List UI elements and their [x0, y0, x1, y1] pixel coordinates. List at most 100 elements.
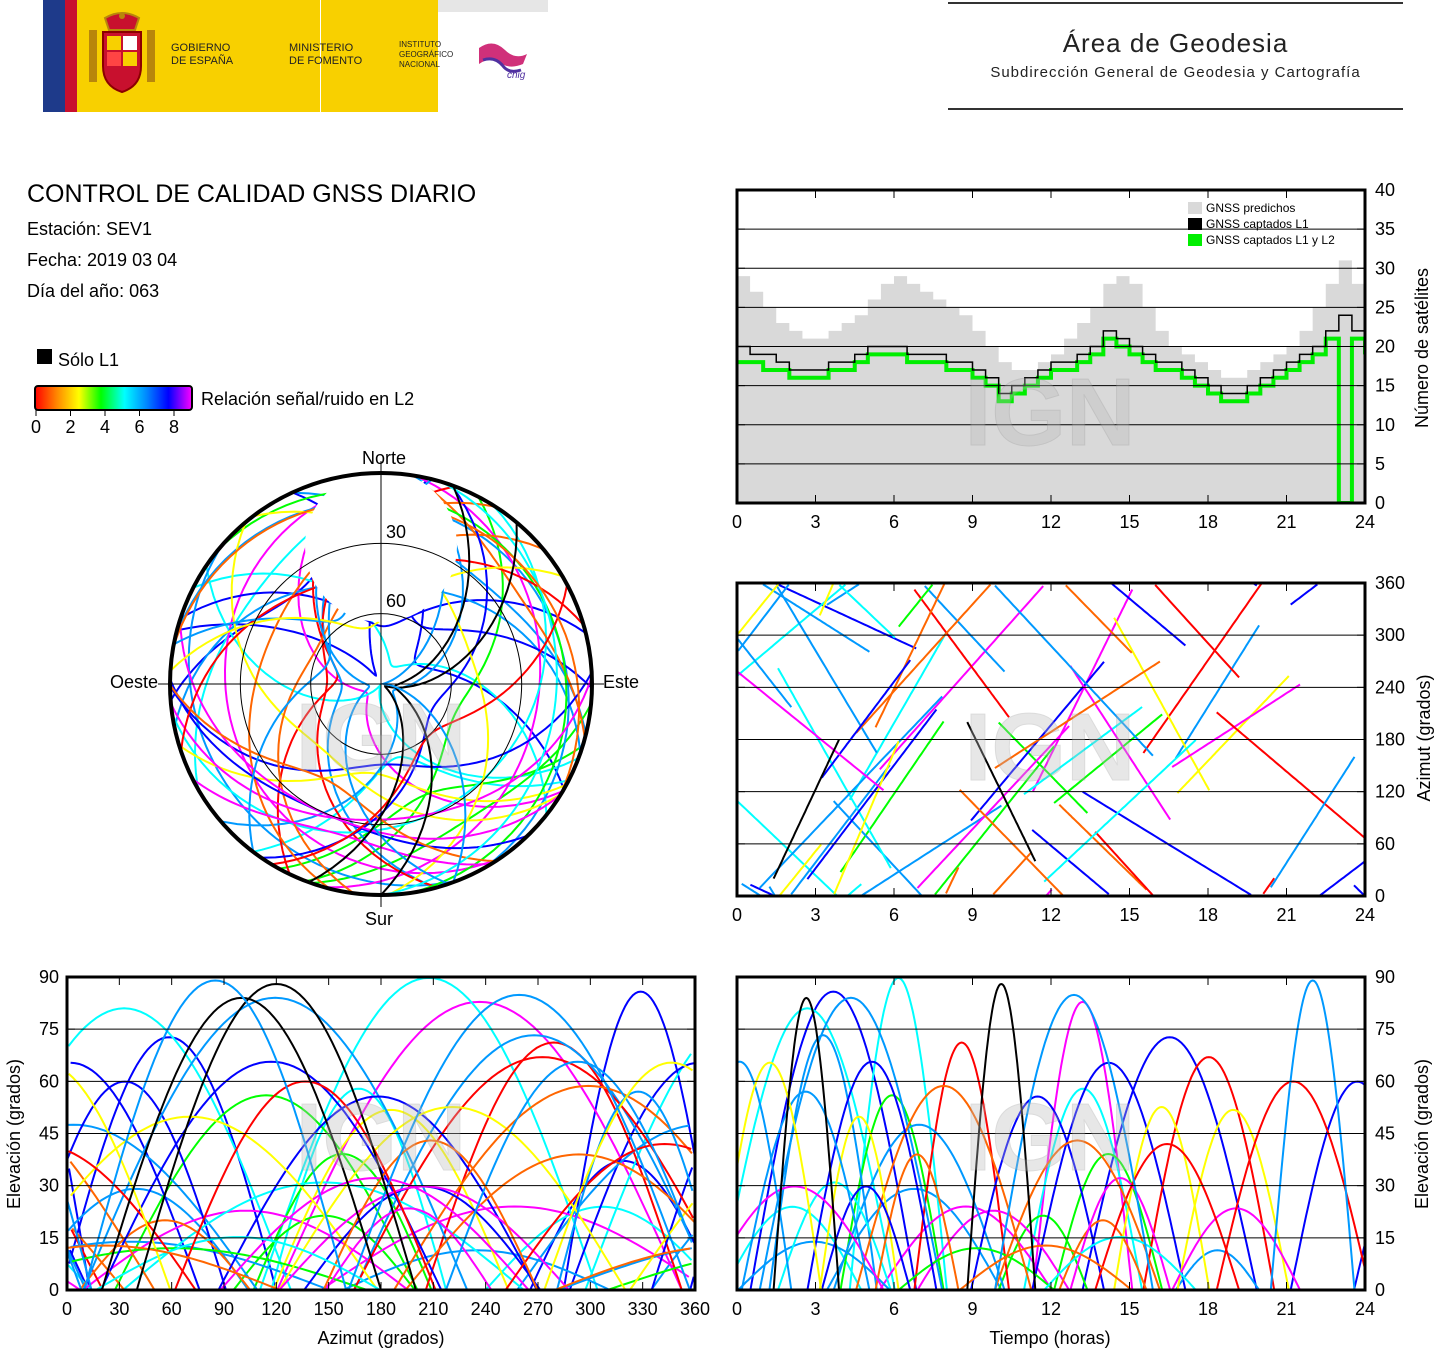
satellite-pass	[100, 1060, 443, 1290]
satellite-pass	[737, 1007, 896, 1290]
snr-tick-label: 4	[100, 417, 110, 437]
l1-only-label: Sólo L1	[58, 350, 119, 370]
satellite-pass	[1174, 1249, 1260, 1290]
satellite-pass	[67, 1123, 690, 1290]
satellite-pass	[1043, 1236, 1197, 1290]
ministerio-label: MINISTERIO DE FOMENTO	[289, 42, 363, 67]
satellite-track	[261, 484, 489, 859]
satellite-pass	[737, 584, 896, 896]
satellite-track	[308, 522, 518, 884]
snr-ticks: 0 2 4 6 8	[31, 410, 179, 437]
skyplot-ring-60-label: 60	[386, 591, 406, 611]
satellite-pass	[966, 982, 1037, 1290]
satellite-pass	[758, 996, 944, 1290]
satellite-track	[315, 473, 449, 885]
skyplot-horizon	[168, 471, 594, 897]
satellite-track	[170, 671, 592, 772]
count-ylabel: Número de satélites	[1412, 268, 1432, 428]
satellite-pass	[820, 659, 912, 779]
elt-grid: 0 15 30 45 60 75 90 0 3 6 9 12 15 18 21 24	[732, 967, 1395, 1319]
satellite-pass	[1058, 803, 1148, 891]
legend-l1l2-swatch	[1188, 234, 1202, 246]
x-tick-label: 120	[261, 1299, 291, 1319]
satellite-pass	[78, 1219, 251, 1290]
elt-xlabel: Tiempo (horas)	[989, 1328, 1110, 1348]
satellite-pass	[67, 1034, 691, 1290]
satellite-pass	[1069, 665, 1172, 821]
count-grid: 0 5 10 15 20 25 30 35 40 0 3 6 9 12 15 18 21 24	[732, 180, 1395, 532]
gobierno-label: GOBIERNO DE ESPAÑA	[171, 42, 234, 67]
satellite-pass	[1113, 1105, 1211, 1290]
satellite-pass	[826, 583, 1002, 896]
satellite-pass	[1053, 713, 1163, 804]
satellite-pass	[1171, 683, 1301, 768]
satellite-pass	[768, 585, 878, 896]
skyplot-north-label: Norte	[362, 448, 406, 468]
snr-tick-label: 6	[134, 417, 144, 437]
satellite-pass	[1094, 1142, 1241, 1290]
x-tick-label: 9	[967, 1299, 977, 1319]
satellite-track	[170, 684, 496, 863]
satellite-pass	[122, 1181, 525, 1290]
satellite-pass	[898, 584, 1055, 896]
satellite-pass	[772, 739, 840, 880]
x-tick-label: 0	[732, 512, 742, 532]
x-tick-label: 0	[62, 1299, 72, 1319]
y-tick-label: 0	[1375, 1280, 1385, 1300]
x-tick-label: 18	[1198, 905, 1218, 925]
azt-series	[737, 583, 1365, 896]
station-label: Estación: SEV1	[27, 219, 153, 239]
y-tick-label: 20	[1375, 337, 1395, 357]
satellite-pass	[898, 1247, 1055, 1290]
satellite-pass	[1216, 711, 1365, 840]
x-tick-label: 300	[575, 1299, 605, 1319]
x-tick-label: 12	[1041, 905, 1061, 925]
y-tick-label: 15	[39, 1228, 59, 1248]
y-tick-label: 10	[1375, 415, 1395, 435]
report-info: CONTROL DE CALIDAD GNSS DIARIO Estación:…	[27, 180, 476, 302]
skyplot-grid	[158, 461, 604, 907]
satellite-pass	[994, 660, 1161, 769]
satellite-pass	[217, 1095, 538, 1290]
series-predicted-area	[737, 260, 1365, 503]
x-tick-label: 15	[1119, 512, 1139, 532]
satellite-pass	[916, 725, 1070, 889]
satellite-pass	[878, 1205, 1053, 1290]
y-tick-label: 45	[1375, 1124, 1395, 1144]
y-tick-label: 75	[39, 1019, 59, 1039]
satellite-pass	[806, 1060, 938, 1290]
satellite-pass	[1081, 1036, 1258, 1290]
satellite-pass	[1094, 584, 1240, 896]
ign-watermarks: IGN IGN IGN IGN IGN	[295, 359, 1136, 1192]
satellite-track	[230, 521, 562, 822]
header-bottom-rule	[948, 108, 1403, 110]
satellite-pass	[1353, 583, 1365, 896]
elaz-grid: 0 15 30 45 60 75 90 0 30 60 90 120 150 180 210 240 270 30…	[39, 967, 710, 1319]
skyplot-west-label: Oeste	[110, 672, 158, 692]
satellite-pass	[848, 631, 948, 801]
satellite-pass	[1176, 675, 1290, 794]
satellite-pass	[83, 979, 348, 1290]
satellite-pass	[959, 1244, 1133, 1290]
x-tick-label: 0	[732, 1299, 742, 1319]
satellite-pass	[322, 1139, 539, 1290]
coat-of-arms-icon	[89, 12, 155, 94]
header-grey-strip	[438, 0, 548, 12]
y-tick-label: 25	[1375, 297, 1395, 317]
satellite-pass	[855, 583, 1033, 895]
y-tick-label: 60	[1375, 834, 1395, 854]
x-tick-label: 360	[680, 1299, 710, 1319]
satellite-pass	[916, 1209, 1070, 1290]
y-tick-label: 0	[49, 1280, 59, 1300]
x-tick-label: 15	[1119, 1299, 1139, 1319]
satellite-pass	[219, 1177, 530, 1290]
x-tick-label: 9	[967, 512, 977, 532]
cnig-logo-icon: cnig	[479, 43, 527, 81]
satellite-pass	[874, 583, 960, 894]
satellite-pass	[1043, 739, 1197, 883]
x-tick-label: 3	[810, 905, 820, 925]
elt-ylabel: Elevación (grados)	[1412, 1059, 1432, 1209]
x-tick-label: 12	[1041, 1299, 1061, 1319]
satellite-pass	[958, 584, 1133, 896]
satellite-pass	[806, 708, 938, 880]
